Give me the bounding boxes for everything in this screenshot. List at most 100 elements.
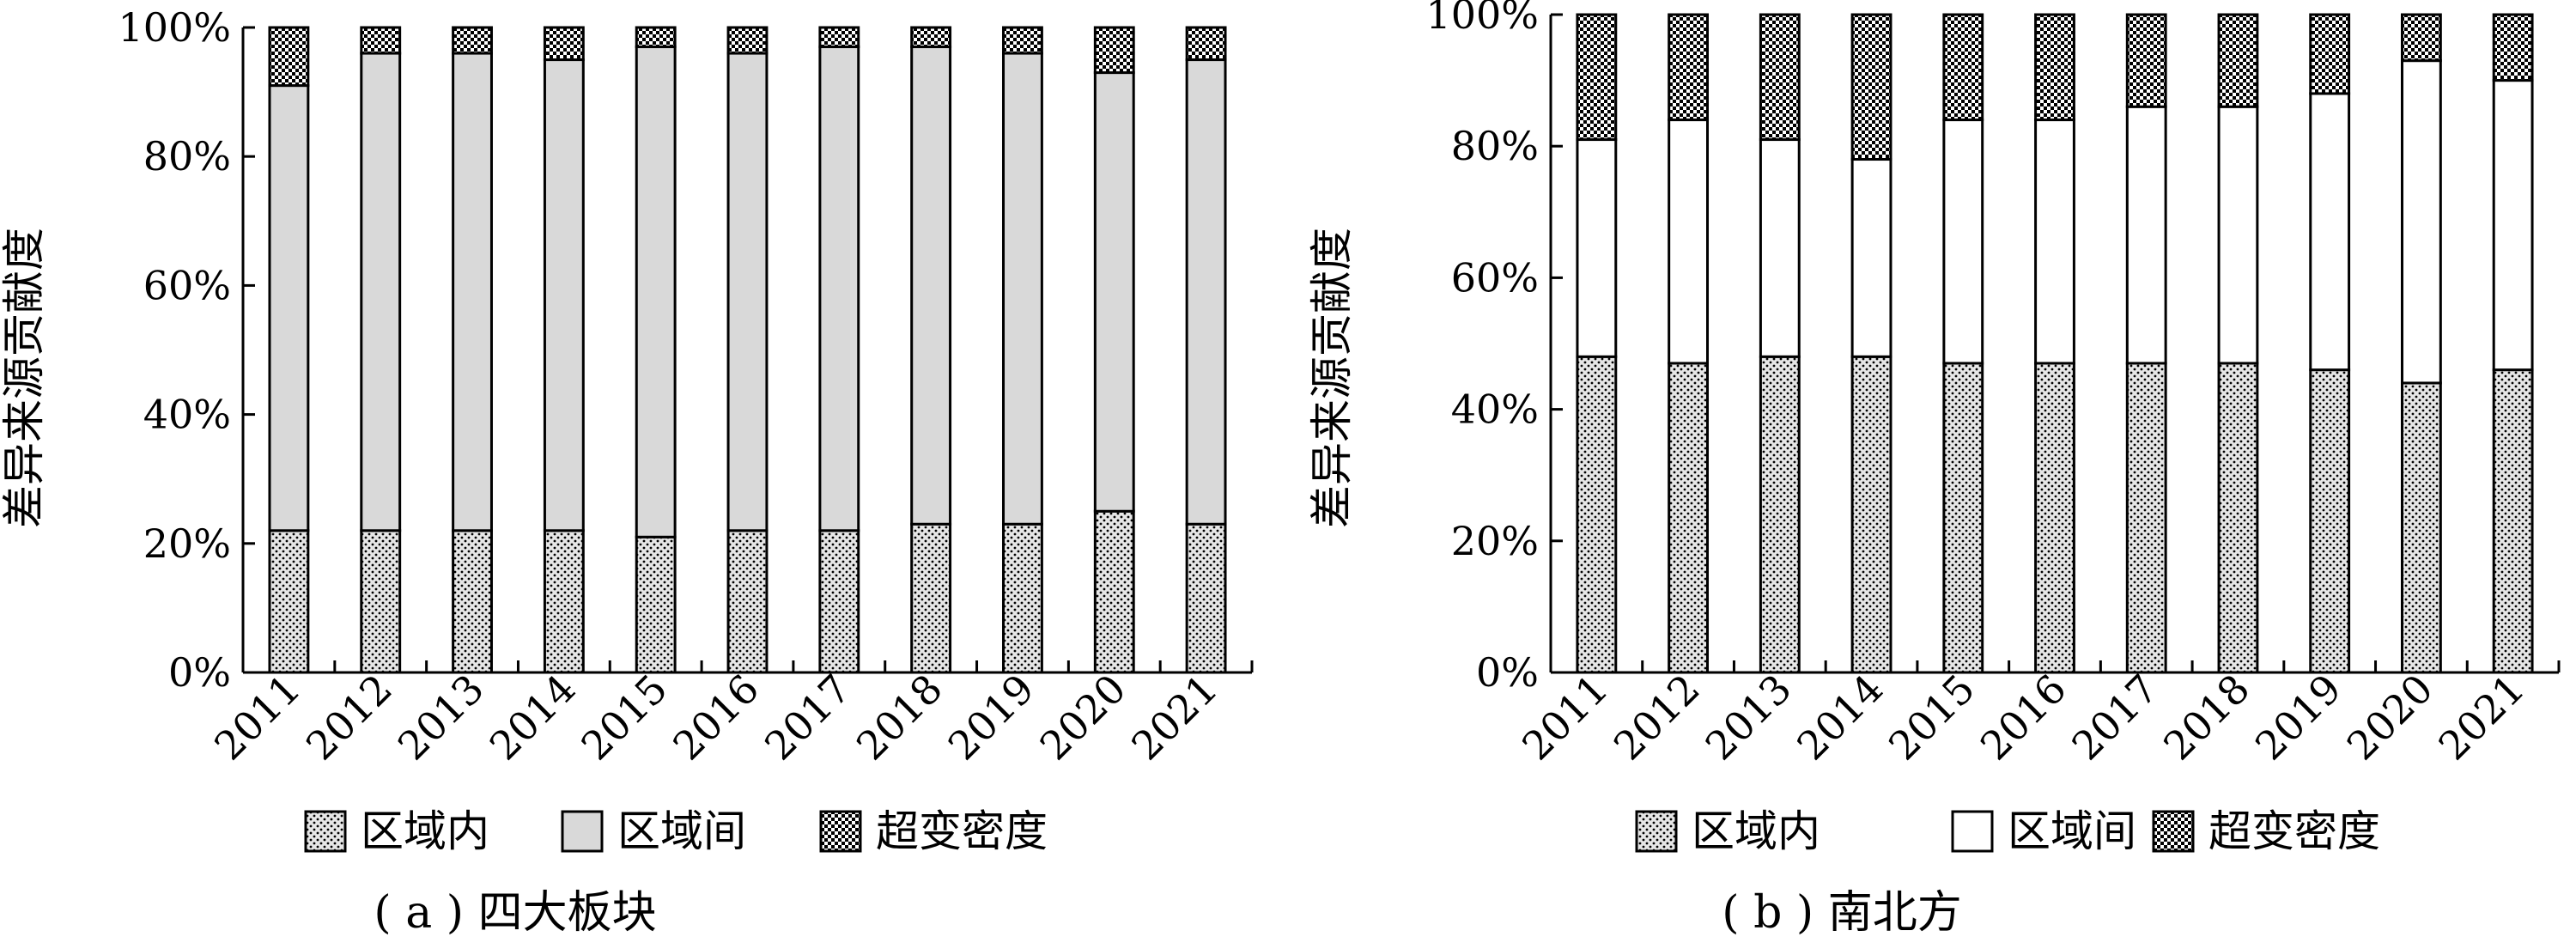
bar-segment-1 xyxy=(2309,368,2351,674)
legend-label: 区域间 xyxy=(2008,806,2136,856)
legend-label: 超变密度 xyxy=(2208,806,2380,856)
y-tick-label: 80% xyxy=(1451,123,1539,169)
bar-segment-3 xyxy=(268,26,310,88)
axes-group xyxy=(1549,13,2561,674)
bar-segment-2 xyxy=(543,58,585,532)
bar-segment-3 xyxy=(1576,13,1618,142)
x-tick-labels: 2011201220132014201520162017201820192020… xyxy=(205,666,1226,770)
bar-segment-3 xyxy=(2125,13,2167,108)
x-tick-label: 2021 xyxy=(1122,666,1226,770)
bar-segment-3 xyxy=(1668,13,1710,122)
bar-segment-2 xyxy=(360,52,402,532)
x-tick-label: 2016 xyxy=(664,666,768,770)
chart-caption: ( b ) 南北方 xyxy=(1722,887,1961,939)
bar-segment-2 xyxy=(2125,105,2167,365)
y-tick-label: 60% xyxy=(1451,254,1539,301)
bar-segment-1 xyxy=(635,535,677,674)
x-tick-label: 2014 xyxy=(1788,666,1892,770)
x-tick-label: 2020 xyxy=(1031,666,1135,770)
y-tick-label: 40% xyxy=(143,392,231,438)
bar-segment-2 xyxy=(268,84,310,532)
x-tick-label: 2018 xyxy=(2154,666,2258,770)
y-axis-label: 差异来源贡献度 xyxy=(1307,228,1357,528)
bar-segment-1 xyxy=(818,529,860,674)
chart-caption: ( a ) 四大板块 xyxy=(374,887,656,939)
bar-segment-1 xyxy=(1850,355,1893,674)
bar-segment-2 xyxy=(2400,59,2442,385)
bar-segment-2 xyxy=(452,52,493,532)
bar-segment-1 xyxy=(1093,509,1135,674)
bar-segment-1 xyxy=(726,529,769,674)
bar-segment-2 xyxy=(1002,52,1043,526)
bar-segment-2 xyxy=(2217,105,2259,365)
bar-segment-2 xyxy=(2034,119,2075,365)
legend-label: 区域内 xyxy=(1692,806,1820,856)
bar-segment-1 xyxy=(360,529,402,674)
bar-segment-1 xyxy=(543,529,585,674)
x-tick-label: 2016 xyxy=(1971,666,2075,770)
y-tick-label: 80% xyxy=(143,133,231,179)
legend-swatch xyxy=(1951,810,1994,853)
bars-group xyxy=(268,26,1227,674)
legend-swatch xyxy=(1635,810,1678,853)
x-tick-label: 2015 xyxy=(1880,666,1984,770)
chart-panel-b: 0% 20% 40% 60% 80% 100% 201120122013201420152… xyxy=(1307,0,2561,939)
y-tick-label: 0% xyxy=(168,649,231,696)
legend-label: 超变密度 xyxy=(876,806,1048,856)
bar-segment-1 xyxy=(2400,381,2442,674)
legend-swatch xyxy=(819,810,862,853)
legend-swatch xyxy=(561,810,604,853)
legend-swatch xyxy=(2152,810,2195,853)
y-tick-label: 20% xyxy=(1451,518,1539,564)
bar-segment-3 xyxy=(1002,26,1043,55)
bar-segment-3 xyxy=(726,26,769,55)
bar-segment-3 xyxy=(635,26,677,49)
bar-segment-2 xyxy=(2309,92,2351,372)
bar-segment-3 xyxy=(1942,13,1984,122)
bar-segment-1 xyxy=(2217,362,2259,674)
bar-segment-3 xyxy=(360,26,402,55)
bar-segment-1 xyxy=(1576,355,1618,674)
x-tick-label: 2018 xyxy=(848,666,951,770)
bar-segment-1 xyxy=(1942,362,1984,674)
y-tick-label: 60% xyxy=(143,262,231,308)
x-tick-label: 2017 xyxy=(2063,666,2167,770)
bar-segment-1 xyxy=(2492,368,2534,674)
bar-segment-2 xyxy=(1576,138,1618,358)
bar-segment-3 xyxy=(1850,13,1893,161)
x-tick-label: 2013 xyxy=(1697,666,1801,770)
bar-segment-2 xyxy=(1850,158,1893,358)
bar-segment-3 xyxy=(2217,13,2259,108)
legend-label: 区域间 xyxy=(617,806,746,856)
bar-segment-1 xyxy=(1759,355,1801,674)
bar-segment-1 xyxy=(268,529,310,674)
bar-segment-2 xyxy=(910,46,952,526)
x-tick-label: 2021 xyxy=(2429,666,2533,770)
legend-label: 区域内 xyxy=(361,806,489,856)
bar-segment-2 xyxy=(1942,119,1984,365)
bar-segment-3 xyxy=(1185,26,1227,62)
x-tick-label: 2020 xyxy=(2338,666,2442,770)
x-tick-label: 2014 xyxy=(481,666,585,770)
y-tick-label: 40% xyxy=(1451,386,1539,433)
bar-segment-3 xyxy=(1759,13,1801,142)
bar-segment-3 xyxy=(910,26,952,49)
x-tick-label: 2019 xyxy=(939,666,1043,770)
x-tick-label: 2019 xyxy=(2246,666,2350,770)
bar-segment-3 xyxy=(1093,26,1135,75)
x-tick-label: 2012 xyxy=(1605,666,1709,770)
y-tick-label: 0% xyxy=(1476,649,1539,696)
bar-segment-1 xyxy=(1002,522,1043,674)
bar-segment-2 xyxy=(635,46,677,538)
axes-group xyxy=(241,26,1254,674)
x-tick-labels: 2011201220132014201520162017201820192020… xyxy=(1513,666,2533,770)
bars-group xyxy=(1576,13,2534,674)
y-tick-labels: 0% 20% 40% 60% 80% 100% xyxy=(1425,0,1539,696)
bar-segment-2 xyxy=(2492,79,2534,372)
legend-swatch xyxy=(304,810,347,853)
bar-segment-1 xyxy=(452,529,493,674)
bar-segment-2 xyxy=(1093,71,1135,513)
bar-segment-3 xyxy=(2309,13,2351,95)
x-tick-label: 2017 xyxy=(756,666,860,770)
legend: 区域内 区域间 超变密度 xyxy=(1635,806,2380,856)
